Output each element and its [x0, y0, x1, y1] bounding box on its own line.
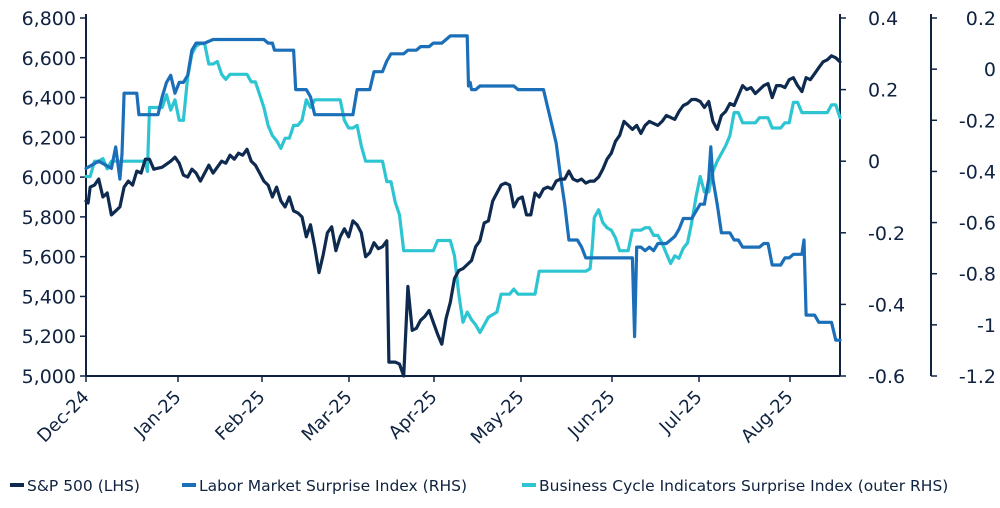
right-tick-label: 0.2 — [868, 80, 898, 102]
x-tick-label: Jun-25 — [563, 387, 619, 443]
outer-right-tick-label: 0.2 — [966, 8, 996, 30]
series-line-2 — [84, 42, 842, 335]
outer-right-tick-label: 0 — [984, 59, 996, 81]
x-tick-label: Feb-25 — [211, 387, 269, 445]
series-layer — [84, 34, 842, 378]
legend-label-2: Business Cycle Indicators Surprise Index… — [539, 477, 948, 495]
legend-label-1: Labor Market Surprise Index (RHS) — [199, 477, 467, 495]
outer-right-tick-label: -0.6 — [959, 213, 996, 235]
series-line-1 — [84, 34, 842, 342]
right-tick-label: 0.4 — [868, 8, 898, 30]
left-tick-label: 6,200 — [22, 127, 76, 149]
x-tick-label: Mar-25 — [298, 387, 357, 446]
x-tick-label: Dec-24 — [33, 387, 93, 447]
outer-right-tick-label: -1 — [977, 315, 996, 337]
outer-right-tick-label: -0.2 — [959, 110, 996, 132]
legend: S&P 500 (LHS) Labor Market Surprise Index… — [10, 477, 948, 495]
right-tick-label: -0.2 — [868, 223, 905, 245]
left-tick-label: 6,400 — [22, 88, 76, 110]
outer-right-tick-label: -1.2 — [959, 366, 996, 388]
left-tick-label: 5,400 — [22, 286, 76, 308]
x-tick-label: Jul-25 — [655, 387, 707, 439]
left-tick-label: 6,600 — [22, 48, 76, 70]
x-tick-label: May-25 — [467, 387, 529, 449]
x-tick-label: Jan-25 — [130, 387, 186, 443]
x-tick-label: Aug-25 — [737, 387, 797, 447]
outer-right-tick-label: -0.8 — [959, 264, 996, 286]
right-tick-label: -0.6 — [868, 366, 905, 388]
left-tick-label: 5,600 — [22, 247, 76, 269]
outer-right-tick-label: -0.4 — [959, 161, 996, 183]
left-tick-label: 5,000 — [22, 366, 76, 388]
left-tick-label: 5,200 — [22, 326, 76, 348]
right-tick-label: -0.4 — [868, 294, 905, 316]
left-tick-label: 5,800 — [22, 207, 76, 229]
x-tick-label: Apr-25 — [385, 387, 442, 444]
series-line-0 — [84, 54, 842, 378]
right-tick-label: 0 — [868, 151, 880, 173]
axes-group: 6,800 6,600 6,400 6,200 6,000 5,800 5,600 5,400… — [22, 8, 996, 448]
legend-label-0: S&P 500 (LHS) — [27, 477, 140, 495]
left-tick-label: 6,800 — [22, 8, 76, 30]
left-tick-label: 6,000 — [22, 167, 76, 189]
